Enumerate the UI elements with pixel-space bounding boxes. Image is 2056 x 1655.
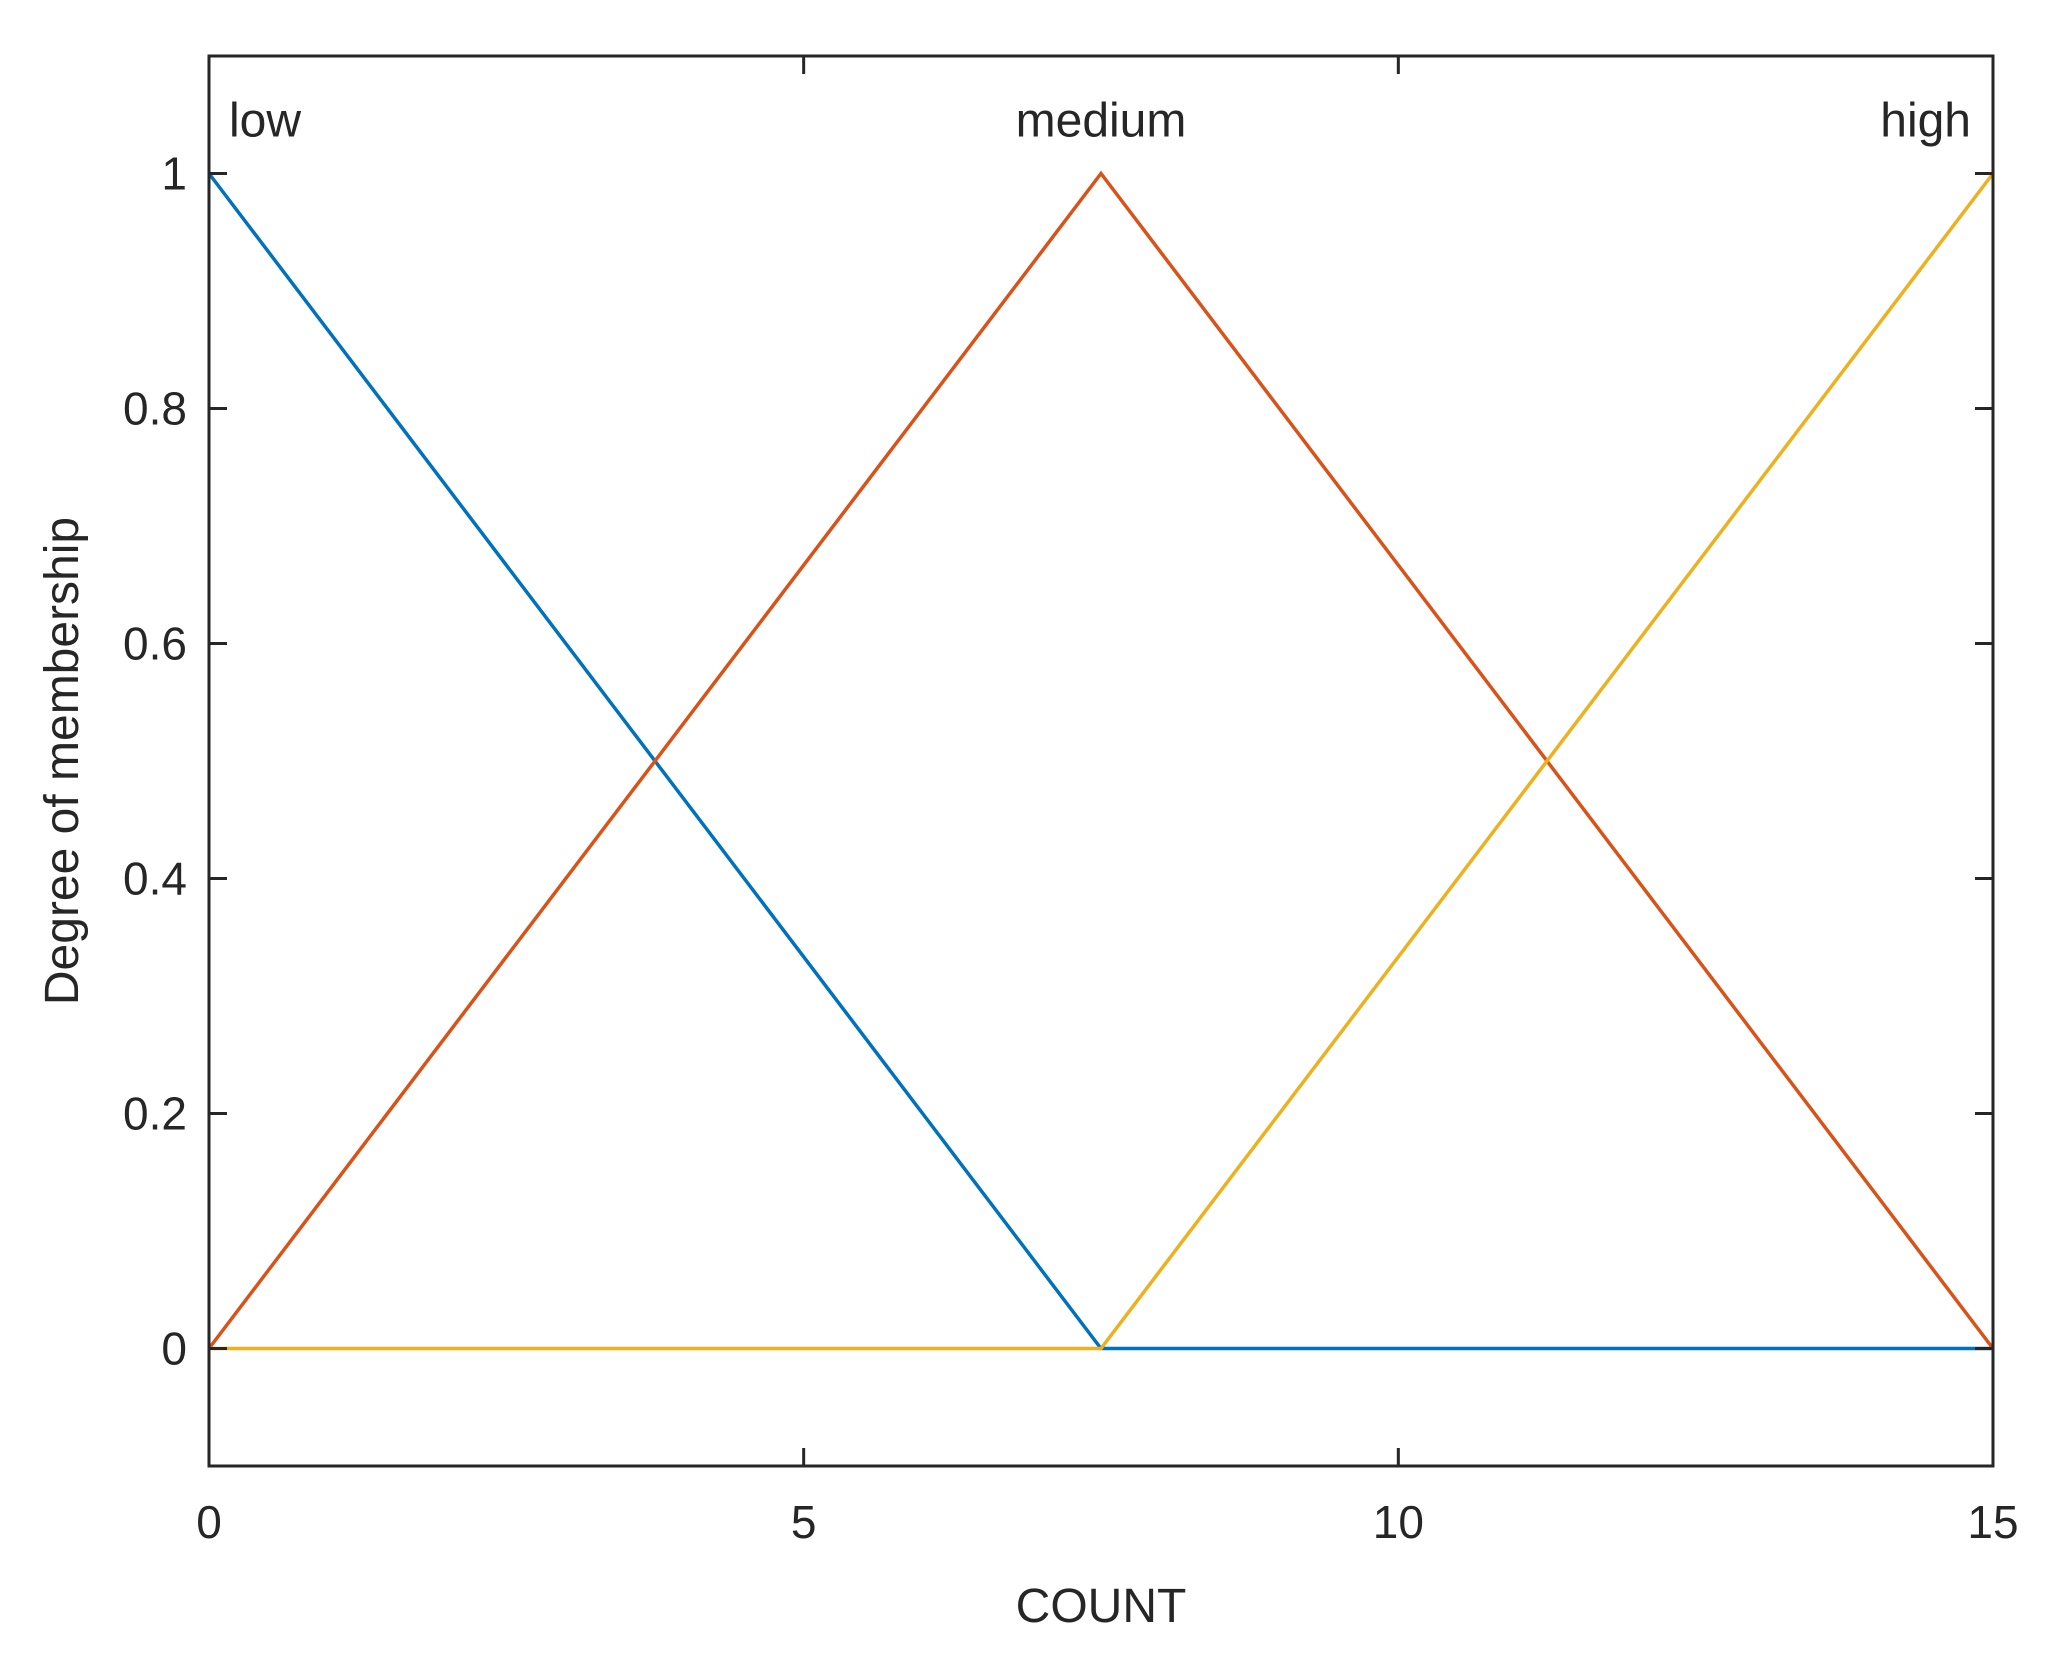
y-tick-label: 1 [161, 148, 187, 200]
series-line-low [207, 172, 1993, 1351]
x-tick-label: 15 [1967, 1496, 2018, 1548]
y-tick-label: 0.2 [123, 1088, 187, 1140]
x-tick-label: 0 [196, 1496, 222, 1548]
series-line-high [209, 172, 1995, 1351]
y-tick-label: 0.4 [123, 853, 187, 905]
y-tick-label: 0.8 [123, 383, 187, 435]
series-label-medium: medium [1016, 95, 1187, 148]
series-line-medium [207, 170, 1995, 1350]
x-axis-label: COUNT [1016, 1580, 1187, 1633]
series-label-low: low [229, 95, 301, 148]
series-label-high: high [1880, 95, 1971, 148]
series-label-layer: low medium high [229, 95, 1971, 148]
y-tick-label: 0 [161, 1323, 187, 1375]
x-tick-label: 10 [1373, 1496, 1424, 1548]
y-axis-label: Degree of membership [36, 517, 89, 1005]
y-tick-label: 0.6 [123, 618, 187, 670]
x-tick-label: 5 [791, 1496, 817, 1548]
plot-frame [207, 54, 1995, 1468]
series-layer [207, 170, 1995, 1351]
tick-layer: 0 5 10 15 0 0.2 0.4 0.6 0.8 1 [123, 56, 2019, 1548]
